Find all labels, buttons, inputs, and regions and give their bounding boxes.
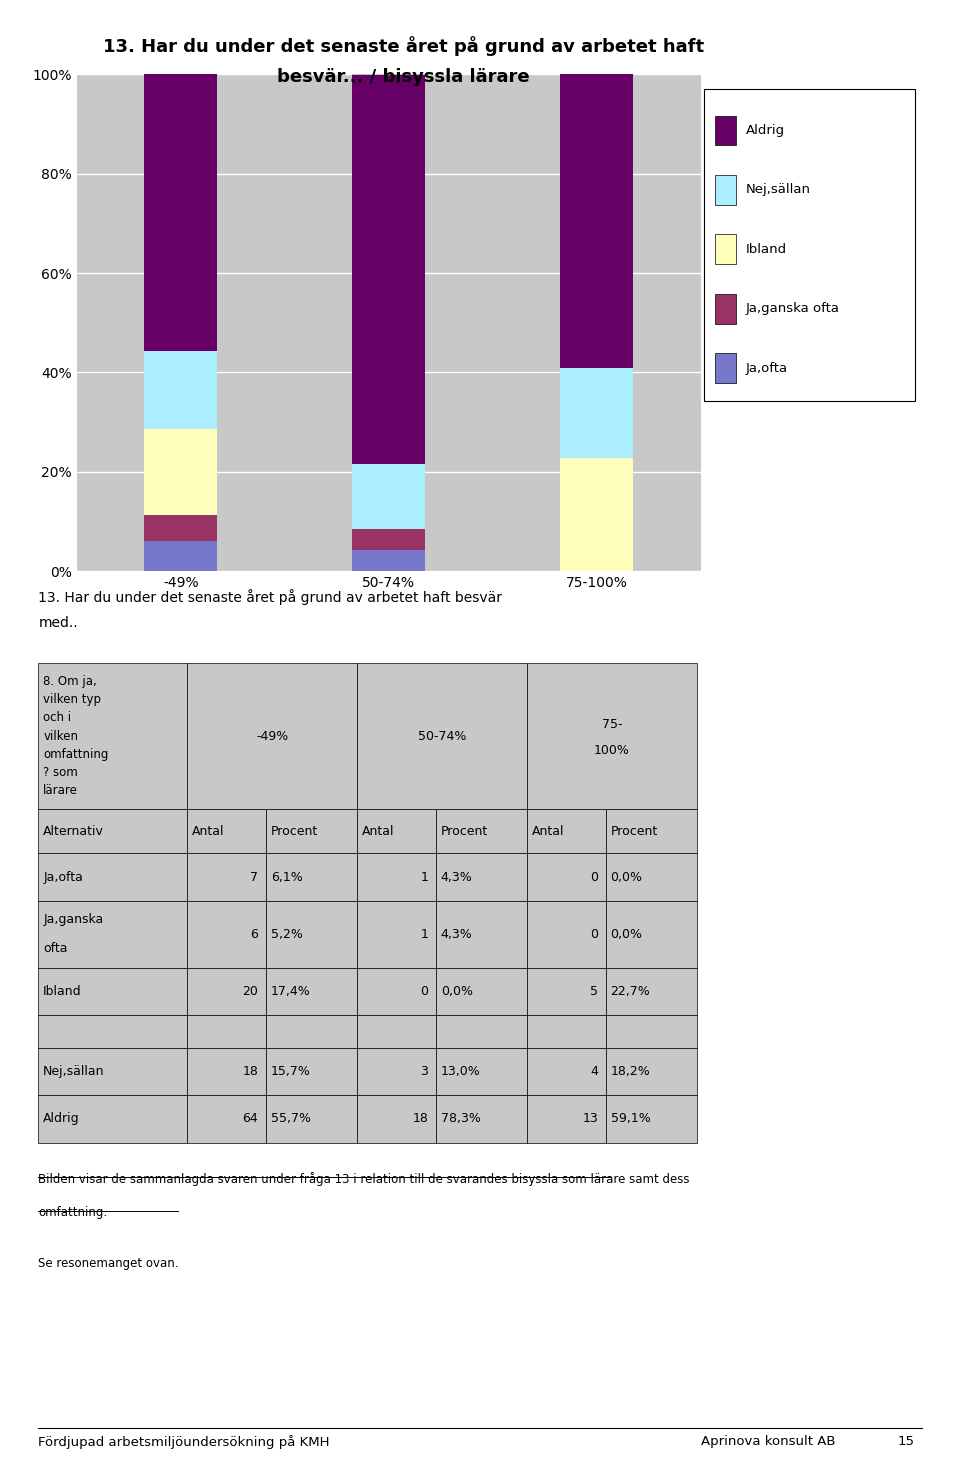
Text: 15: 15 — [898, 1435, 915, 1448]
Bar — [144, 542, 217, 571]
Text: omfattning.: omfattning. — [38, 1206, 108, 1220]
Text: 13: 13 — [583, 1113, 598, 1125]
Text: Alternativ: Alternativ — [43, 825, 104, 837]
Text: 64: 64 — [243, 1113, 258, 1125]
Text: Aldrig: Aldrig — [43, 1113, 80, 1125]
Bar — [352, 528, 425, 551]
Bar — [352, 74, 425, 464]
Text: 13. Har du under det senaste året på grund av arbetet haft: 13. Har du under det senaste året på gru… — [103, 36, 704, 55]
Text: 5,2%: 5,2% — [271, 928, 302, 941]
Text: 7: 7 — [251, 871, 258, 883]
Text: 0: 0 — [420, 985, 428, 997]
Bar — [352, 464, 425, 528]
Text: 18,2%: 18,2% — [611, 1066, 650, 1077]
Text: 1: 1 — [420, 871, 428, 883]
Text: 0: 0 — [590, 871, 598, 883]
Text: besvär... / bisyssla lärare: besvär... / bisyssla lärare — [276, 68, 530, 86]
Text: Ja,ganska ofta: Ja,ganska ofta — [746, 303, 840, 315]
Text: 50-74%: 50-74% — [418, 730, 467, 742]
Text: 6: 6 — [251, 928, 258, 941]
Text: Ja,ofta: Ja,ofta — [43, 871, 84, 883]
Text: Antal: Antal — [362, 825, 395, 837]
Text: 15,7%: 15,7% — [271, 1066, 311, 1077]
Text: vilken typ: vilken typ — [43, 693, 101, 706]
Text: Ja,ganska: Ja,ganska — [43, 913, 104, 926]
Text: 0,0%: 0,0% — [611, 928, 642, 941]
Text: Fördjupad arbetsmiljöundersökning på KMH: Fördjupad arbetsmiljöundersökning på KMH — [38, 1435, 330, 1448]
Text: 100%: 100% — [594, 745, 630, 757]
Text: Antal: Antal — [192, 825, 225, 837]
Text: 22,7%: 22,7% — [611, 985, 650, 997]
Text: Nej,sällan: Nej,sällan — [746, 184, 811, 196]
Text: 18: 18 — [412, 1113, 428, 1125]
Text: ofta: ofta — [43, 942, 68, 956]
Bar — [561, 459, 634, 571]
Text: 8. Om ja,: 8. Om ja, — [43, 675, 97, 689]
Text: Procent: Procent — [611, 825, 658, 837]
Text: 13,0%: 13,0% — [441, 1066, 480, 1077]
Text: 20: 20 — [242, 985, 258, 997]
Bar — [561, 74, 634, 368]
Text: vilken: vilken — [43, 730, 78, 742]
Text: Nej,sällan: Nej,sällan — [43, 1066, 105, 1077]
Text: Se resonemanget ovan.: Se resonemanget ovan. — [38, 1257, 179, 1270]
Text: 6,1%: 6,1% — [271, 871, 302, 883]
Text: 5: 5 — [590, 985, 598, 997]
Text: Aprinova konsult AB: Aprinova konsult AB — [701, 1435, 835, 1448]
Text: 0: 0 — [590, 928, 598, 941]
Text: med..: med.. — [38, 616, 78, 629]
Text: Ja,ofta: Ja,ofta — [746, 362, 788, 374]
Text: 17,4%: 17,4% — [271, 985, 310, 997]
Text: 1: 1 — [420, 928, 428, 941]
Text: Ibland: Ibland — [43, 985, 82, 997]
Bar — [561, 368, 634, 459]
Bar — [144, 515, 217, 542]
Bar — [144, 429, 217, 515]
Text: Procent: Procent — [441, 825, 488, 837]
Text: 3: 3 — [420, 1066, 428, 1077]
Text: -49%: -49% — [256, 730, 288, 742]
Text: 4,3%: 4,3% — [441, 871, 472, 883]
Text: Procent: Procent — [271, 825, 318, 837]
Text: 4,3%: 4,3% — [441, 928, 472, 941]
Text: 0,0%: 0,0% — [441, 985, 472, 997]
Text: omfattning: omfattning — [43, 748, 108, 761]
Text: Ibland: Ibland — [746, 243, 787, 255]
Text: 75-: 75- — [602, 718, 622, 730]
Text: 4: 4 — [590, 1066, 598, 1077]
Text: ? som: ? som — [43, 766, 78, 779]
Bar — [144, 350, 217, 429]
Text: Aldrig: Aldrig — [746, 125, 785, 137]
Bar — [352, 551, 425, 571]
Text: Bilden visar de sammanlagda svaren under fråga 13 i relation till de svarandes b: Bilden visar de sammanlagda svaren under… — [38, 1172, 690, 1186]
Text: och i: och i — [43, 711, 71, 724]
Text: 13. Har du under det senaste året på grund av arbetet haft besvär: 13. Har du under det senaste året på gru… — [38, 589, 502, 605]
Text: Antal: Antal — [532, 825, 564, 837]
Text: 59,1%: 59,1% — [611, 1113, 650, 1125]
Bar — [144, 74, 217, 350]
Text: 78,3%: 78,3% — [441, 1113, 481, 1125]
Text: 18: 18 — [242, 1066, 258, 1077]
Text: lärare: lärare — [43, 784, 78, 797]
Text: 55,7%: 55,7% — [271, 1113, 311, 1125]
Text: 0,0%: 0,0% — [611, 871, 642, 883]
